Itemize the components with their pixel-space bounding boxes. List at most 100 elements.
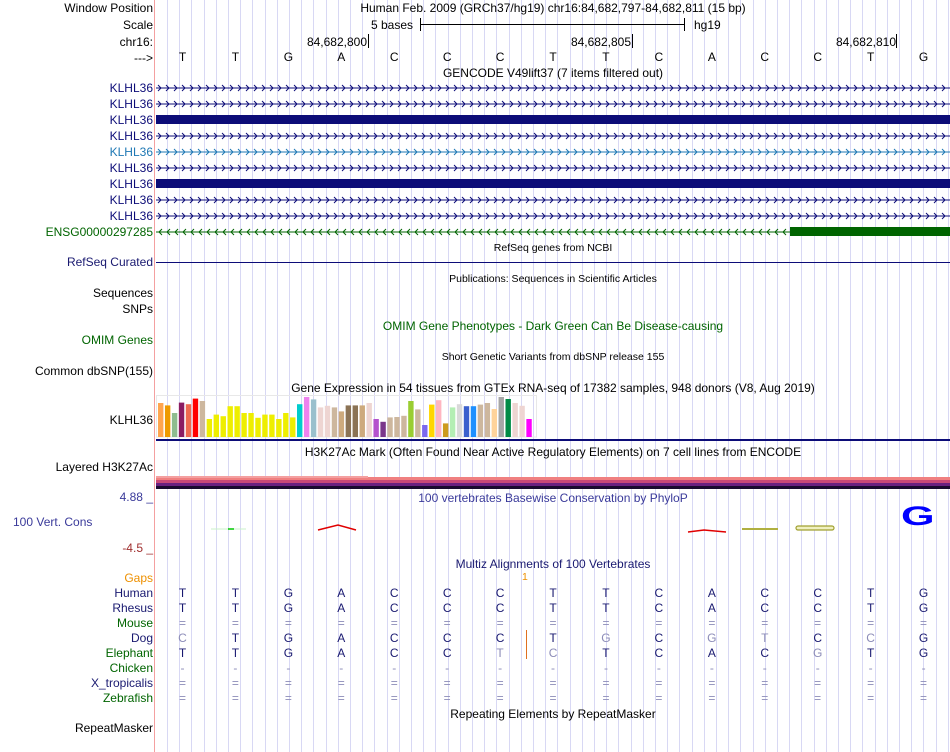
aligned-base: = xyxy=(920,691,928,705)
publications-snps-label[interactable]: SNPs xyxy=(122,302,153,316)
gencode-item-label[interactable]: KLHL36 xyxy=(109,129,153,143)
strand-arrow-left-icon xyxy=(646,228,651,236)
strand-arrow-right-icon xyxy=(693,100,698,108)
strand-arrow-right-icon xyxy=(757,212,762,220)
base: T xyxy=(866,50,875,64)
strand-arrow-right-icon xyxy=(429,196,434,204)
strand-arrow-right-icon xyxy=(269,148,274,156)
strand-arrow-right-icon xyxy=(925,212,930,220)
gencode-item-feature[interactable] xyxy=(156,209,950,223)
gencode-item-feature[interactable] xyxy=(156,193,950,207)
strand-arrow-right-icon xyxy=(541,132,546,140)
strand-arrow-right-icon xyxy=(925,100,930,108)
species-label[interactable]: Human xyxy=(114,586,153,600)
aligned-base: T xyxy=(602,601,610,615)
strand-arrow-left-icon xyxy=(422,228,427,236)
h3k27ac-layers[interactable] xyxy=(156,475,950,490)
strand-arrow-right-icon xyxy=(437,212,442,220)
strand-arrow-right-icon xyxy=(701,148,706,156)
strand-arrow-left-icon xyxy=(246,228,251,236)
gencode-item-feature[interactable] xyxy=(156,97,950,111)
base: C xyxy=(760,50,770,64)
grid-line xyxy=(387,0,388,752)
gtex-tissue-bar xyxy=(269,414,275,437)
strand-arrow-right-icon xyxy=(773,164,778,172)
species-label[interactable]: Elephant xyxy=(105,646,153,660)
grid-line xyxy=(765,0,766,752)
species-label[interactable]: X_tropicalis xyxy=(90,676,153,690)
refseq-gene-line[interactable] xyxy=(156,262,950,263)
strand-arrow-right-icon xyxy=(341,148,346,156)
strand-arrow-right-icon xyxy=(621,164,626,172)
strand-arrow-right-icon xyxy=(293,148,298,156)
gaps-label[interactable]: Gaps xyxy=(124,571,153,585)
species-label[interactable]: Chicken xyxy=(109,661,153,675)
strand-arrow-right-icon xyxy=(789,148,794,156)
strand-arrow-right-icon xyxy=(285,164,290,172)
publications-sequences-label[interactable]: Sequences xyxy=(92,286,153,300)
gencode-item-feature[interactable] xyxy=(156,81,950,95)
gencode-item-label[interactable]: KLHL36 xyxy=(109,193,153,207)
gencode-item-feature[interactable] xyxy=(156,177,950,191)
strand-arrow-right-icon xyxy=(741,100,746,108)
strand-arrow-right-icon xyxy=(197,100,202,108)
strand-arrow-right-icon xyxy=(221,196,226,204)
gencode-item-feature[interactable] xyxy=(156,129,950,143)
strand-arrow-left-icon xyxy=(734,228,739,236)
strand-arrow-right-icon xyxy=(277,196,282,204)
aligned-base: C xyxy=(495,586,505,600)
gtex-label[interactable]: KLHL36 xyxy=(109,413,153,427)
gencode-item-label[interactable]: KLHL36 xyxy=(109,161,153,175)
gencode-item-label[interactable]: ENSG00000297285 xyxy=(45,225,153,239)
phylop-label[interactable]: 100 Vert. Cons xyxy=(13,515,93,529)
strand-arrow-right-icon xyxy=(349,196,354,204)
gencode-item-label[interactable]: KLHL36 xyxy=(109,145,153,159)
strand-arrow-right-icon xyxy=(237,132,242,140)
gencode-item-feature[interactable] xyxy=(156,161,950,175)
strand-arrow-right-icon xyxy=(333,148,338,156)
refseq-label[interactable]: RefSeq Curated xyxy=(66,255,153,269)
phylop-plot[interactable] xyxy=(156,505,950,545)
aligned-base: T xyxy=(231,601,240,615)
gencode-item-feature[interactable] xyxy=(156,113,950,127)
strand-arrow-right-icon xyxy=(469,164,474,172)
dbsnp-label[interactable]: Common dbSNP(155) xyxy=(34,364,153,378)
aligned-base: T xyxy=(602,586,610,600)
h3k27ac-label[interactable]: Layered H3K27Ac xyxy=(55,460,153,474)
grid-line xyxy=(716,0,717,752)
repeatmasker-label[interactable]: RepeatMasker xyxy=(74,721,153,735)
gencode-item-label[interactable]: KLHL36 xyxy=(109,113,153,127)
strand-arrow-right-icon xyxy=(813,164,818,172)
gencode-item-label[interactable]: KLHL36 xyxy=(109,209,153,223)
strand-arrow-right-icon xyxy=(237,84,242,92)
aligned-base: - xyxy=(656,661,661,675)
strand-arrow-left-icon xyxy=(686,228,691,236)
strand-toggle[interactable]: ---> xyxy=(134,51,153,65)
strand-arrow-right-icon xyxy=(629,148,634,156)
aligned-base: = xyxy=(814,691,822,705)
grid-line xyxy=(545,0,546,752)
strand-arrow-right-icon xyxy=(477,196,482,204)
strand-arrow-right-icon xyxy=(909,100,914,108)
gencode-item-label[interactable]: KLHL36 xyxy=(109,97,153,111)
gencode-item-label[interactable]: KLHL36 xyxy=(109,177,153,191)
species-label[interactable]: Zebrafish xyxy=(102,691,153,705)
strand-arrow-right-icon xyxy=(637,196,642,204)
strand-arrow-right-icon xyxy=(557,132,562,140)
gencode-item-feature[interactable] xyxy=(156,225,950,239)
species-label[interactable]: Rhesus xyxy=(112,601,153,615)
gencode-item-label[interactable]: KLHL36 xyxy=(109,81,153,95)
strand-arrow-right-icon xyxy=(325,84,330,92)
strand-arrow-right-icon xyxy=(877,148,882,156)
gtex-bar-chart[interactable] xyxy=(156,395,950,441)
strand-arrow-right-icon xyxy=(357,212,362,220)
strand-arrow-right-icon xyxy=(173,132,178,140)
strand-arrow-right-icon xyxy=(517,212,522,220)
strand-arrow-right-icon xyxy=(517,132,522,140)
gencode-item-feature[interactable] xyxy=(156,145,950,159)
omim-label[interactable]: OMIM Genes xyxy=(81,333,153,347)
species-label[interactable]: Mouse xyxy=(116,616,153,630)
species-label[interactable]: Dog xyxy=(130,631,153,645)
grid-line xyxy=(448,0,449,752)
strand-arrow-right-icon xyxy=(773,196,778,204)
